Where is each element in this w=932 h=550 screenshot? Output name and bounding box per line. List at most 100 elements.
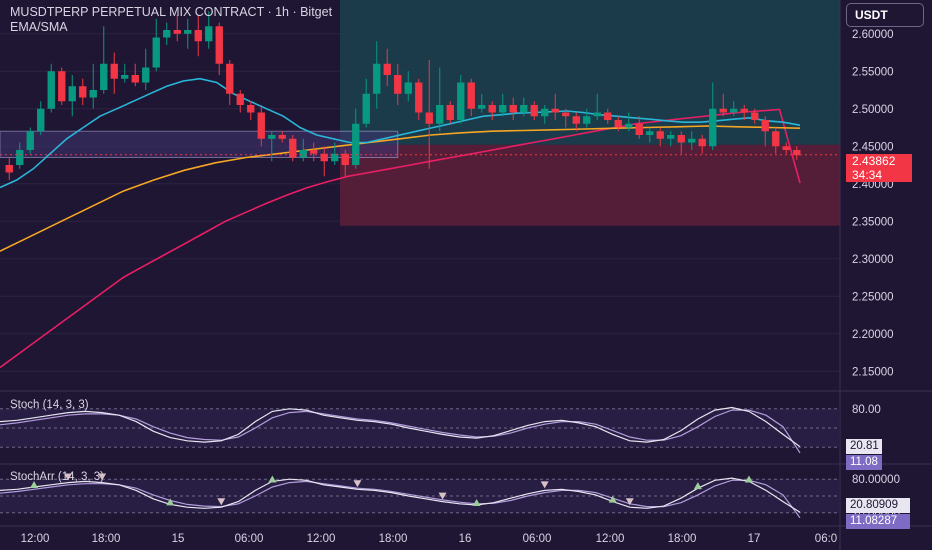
candle-body xyxy=(289,138,297,158)
candle-body xyxy=(572,116,580,124)
arrow-down-marker xyxy=(625,498,634,506)
stoch-d-line xyxy=(0,409,801,454)
highlight-box xyxy=(0,130,399,158)
candle-body xyxy=(278,135,286,139)
candle-body xyxy=(373,63,381,94)
candle-body xyxy=(110,63,118,79)
arrow-up-marker xyxy=(472,498,481,506)
arrow-up-marker xyxy=(693,482,702,490)
candle-body xyxy=(635,123,643,135)
candle-body xyxy=(68,86,76,102)
candle-body xyxy=(667,135,675,139)
candle-body xyxy=(551,108,559,113)
stop-zone xyxy=(340,144,840,226)
arrow-down-marker xyxy=(438,492,447,500)
arrow-up-marker xyxy=(30,481,39,489)
arrow-down-marker xyxy=(353,480,362,488)
stocharr-d-tag: 11.08287 xyxy=(846,514,910,529)
stocharr-tick-label: 80.00000 xyxy=(852,474,900,486)
time-tick-label: 06:00 xyxy=(235,533,264,545)
candle-body xyxy=(383,63,391,75)
candle-body xyxy=(16,150,24,165)
candle-body xyxy=(352,123,360,165)
arrow-down-marker xyxy=(98,473,107,481)
arrow-up-marker xyxy=(744,475,753,483)
candle-body xyxy=(26,131,34,150)
arrow-down-marker xyxy=(540,481,549,489)
candle-body xyxy=(268,135,276,139)
time-tick-label: 16 xyxy=(459,533,472,545)
candle-body xyxy=(257,112,265,139)
ema-mid-line xyxy=(0,125,801,252)
arrow-up-marker xyxy=(608,495,617,503)
candle-body xyxy=(247,105,255,113)
time-tick-label: 17 xyxy=(748,533,761,545)
candle-body xyxy=(677,135,685,143)
price-tick-label: 2.15000 xyxy=(852,366,894,378)
candle-body xyxy=(100,63,108,90)
chart-title: MUSDTPERP PERPETUAL MIX CONTRACT · 1h · … xyxy=(10,5,333,19)
candle-body xyxy=(625,123,633,128)
candle-body xyxy=(173,30,181,34)
time-tick-label: 18:00 xyxy=(379,533,408,545)
last-price: 2.43862 xyxy=(852,154,896,168)
time-tick-label: 12:00 xyxy=(21,533,50,545)
candle-body xyxy=(194,30,202,42)
candle-body xyxy=(740,108,748,113)
stoch-d-tag: 11.08 xyxy=(846,455,882,470)
candle-body xyxy=(509,105,517,113)
currency-selector-button[interactable]: USDT xyxy=(846,3,924,27)
price-tick-label: 2.55000 xyxy=(852,66,894,78)
candle-body xyxy=(467,82,475,109)
candle-body xyxy=(425,112,433,124)
candle-body xyxy=(782,146,790,150)
stocharr-label: StochArr (14, 3, 3) xyxy=(10,471,104,483)
arrow-up-marker xyxy=(166,498,175,506)
candle-body xyxy=(593,112,601,117)
price-tick-label: 2.45000 xyxy=(852,141,894,153)
arrow-down-marker xyxy=(217,498,226,506)
price-tick-label: 2.60000 xyxy=(852,29,894,41)
candle-body xyxy=(604,112,612,120)
candle-body xyxy=(121,75,129,79)
time-tick-label: 15 xyxy=(172,533,185,545)
price-tick-label: 2.35000 xyxy=(852,216,894,228)
candle-body xyxy=(719,108,727,113)
candle-body xyxy=(415,82,423,113)
candle-body xyxy=(394,75,402,94)
candle-body xyxy=(709,108,717,147)
candle-body xyxy=(79,86,87,98)
candle-body xyxy=(530,105,538,117)
candle-body xyxy=(215,26,223,64)
candle-body xyxy=(5,165,13,173)
candle-body xyxy=(698,138,706,147)
candle-body xyxy=(299,150,307,158)
candle-body xyxy=(656,131,664,139)
candle-body xyxy=(562,112,570,117)
candle-body xyxy=(688,138,696,143)
time-tick-label: 18:00 xyxy=(92,533,121,545)
candle-body xyxy=(793,150,801,156)
candle-body xyxy=(58,71,66,102)
candle-body xyxy=(520,105,528,113)
candle-body xyxy=(310,150,318,154)
stoch-k-tag: 20.81 xyxy=(846,439,882,454)
stocharr-k-line xyxy=(0,477,801,513)
candle-body xyxy=(184,30,192,34)
price-tick-label: 2.30000 xyxy=(852,254,894,266)
candle-body xyxy=(730,108,738,113)
time-tick-label: 18:00 xyxy=(668,533,697,545)
candle-body xyxy=(47,71,55,109)
candle-body xyxy=(772,131,780,147)
candle-body xyxy=(614,120,622,128)
candle-body xyxy=(163,30,171,38)
candle-body xyxy=(205,26,213,42)
stoch-label: Stoch (14, 3, 3) xyxy=(10,399,89,411)
time-tick-label: 06:0 xyxy=(815,533,837,545)
candle-body xyxy=(226,63,234,94)
candle-body xyxy=(499,105,507,113)
stoch-k-line xyxy=(0,406,801,448)
candle-body xyxy=(646,131,654,135)
price-tick-label: 2.20000 xyxy=(852,329,894,341)
